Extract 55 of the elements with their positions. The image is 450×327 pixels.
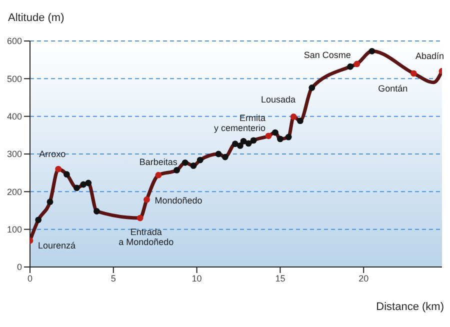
point [368,48,376,54]
annotation: Mondoñedo [154,196,202,206]
point [272,129,278,136]
annotation: Lourenzá [38,240,76,251]
x-tick-label: 10 [192,273,202,284]
point [290,114,297,120]
y-tick-label: 600 [6,36,22,46]
point [46,198,54,206]
point [174,166,180,174]
point [245,140,252,147]
point [155,172,162,178]
x-tick-label: 20 [358,273,369,284]
point [94,208,100,214]
x-tick-label: 5 [110,273,116,284]
point [277,136,284,142]
y-axis-title: Altitude (m) [8,12,64,24]
point [354,60,360,68]
point [222,154,228,160]
x-tick-label: 0 [27,273,33,284]
point [240,138,247,144]
annotation: San Cosme [304,50,351,60]
x-tick-label: 15 [275,273,286,284]
y-tick-label: 300 [6,149,22,160]
point [182,159,188,166]
point [236,142,244,149]
point [410,70,417,77]
y-tick-label: 400 [6,112,22,122]
annotation: Entrada a Mondoñedo [118,227,174,248]
point [308,84,316,91]
point [250,137,257,144]
annotation: Barbeitas [139,157,178,168]
point [35,216,42,224]
point [285,134,292,140]
point [215,150,222,158]
y-tick-label: 200 [6,186,22,197]
point [232,140,238,148]
annotation: Lousada [261,94,296,105]
point [190,162,197,169]
y-tick-label: 500 [6,74,22,84]
point [265,132,272,140]
annotation: Gontán [378,83,408,94]
point [55,166,62,172]
annotation: Abadín [415,51,444,62]
y-tick-label: 100 [6,224,22,235]
point [85,180,92,186]
point [297,118,304,124]
point [196,156,204,164]
x-axis-title: Distance (km) [376,301,444,313]
annotation: Arroxo [39,149,66,160]
point [74,184,80,192]
point [347,63,354,70]
point [63,171,70,178]
point [144,196,150,203]
point [136,214,144,222]
y-tick-label: 0 [16,262,22,272]
